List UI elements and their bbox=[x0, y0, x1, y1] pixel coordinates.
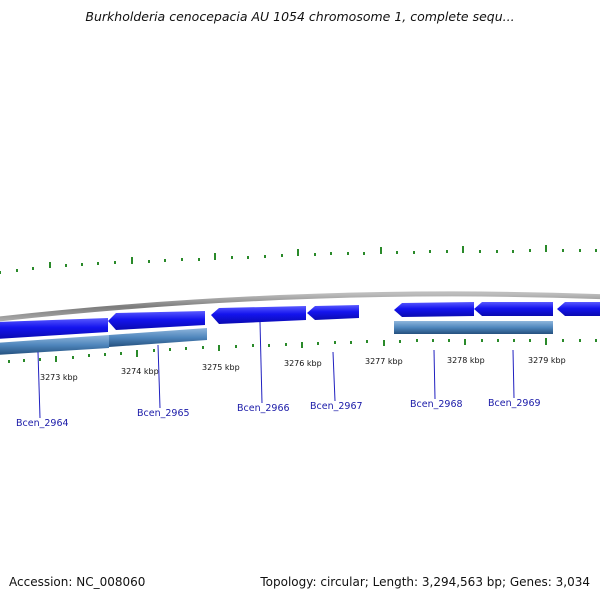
accession-text: Accession: NC_008060 bbox=[9, 575, 146, 589]
map-title: Burkholderia cenocepacia AU 1054 chromos… bbox=[85, 9, 515, 24]
reverse-strand-genes bbox=[0, 321, 553, 355]
kbp-label: 3273 kbp bbox=[40, 373, 78, 382]
kbp-label: 3275 kbp bbox=[202, 363, 240, 372]
gene-label: Bcen_2969 bbox=[488, 398, 541, 409]
kbp-label: 3278 kbp bbox=[447, 356, 485, 365]
forward-strand-genes bbox=[0, 302, 600, 339]
gene-label: Bcen_2968 bbox=[410, 399, 463, 410]
kbp-label: 3276 kbp bbox=[284, 359, 322, 368]
gene-label: Bcen_2964 bbox=[16, 418, 69, 429]
gene-arrow bbox=[108, 311, 205, 330]
gene-label: Bcen_2965 bbox=[137, 408, 190, 419]
summary-text: Topology: circular; Length: 3,294,563 bp… bbox=[260, 575, 590, 589]
gene-arrow bbox=[557, 302, 600, 316]
gene-label: Bcen_2966 bbox=[237, 403, 290, 414]
gene-arrow bbox=[0, 318, 108, 339]
kbp-label: 3277 kbp bbox=[365, 357, 403, 366]
gene-label-lines bbox=[37, 321, 515, 419]
chromosome-backbone bbox=[0, 291, 600, 322]
gc-content-ticks bbox=[0, 245, 597, 274]
gene-arrow bbox=[474, 302, 553, 316]
gene-labels: Bcen_2964 Bcen_2965 Bcen_2966 Bcen_2967 … bbox=[16, 398, 541, 429]
gene-bar bbox=[0, 335, 109, 355]
kbp-label: 3274 kbp bbox=[121, 367, 159, 376]
gene-arrow bbox=[211, 306, 306, 324]
gene-bar bbox=[394, 321, 553, 334]
gene-bar bbox=[109, 328, 207, 347]
gene-arrow bbox=[307, 305, 359, 320]
gc-skew-ticks bbox=[8, 338, 597, 363]
gene-label: Bcen_2967 bbox=[310, 401, 363, 412]
kbp-ruler: 3273 kbp 3274 kbp 3275 kbp 3276 kbp 3277… bbox=[40, 356, 566, 382]
gene-arrow bbox=[394, 302, 474, 317]
kbp-label: 3279 kbp bbox=[528, 356, 566, 365]
